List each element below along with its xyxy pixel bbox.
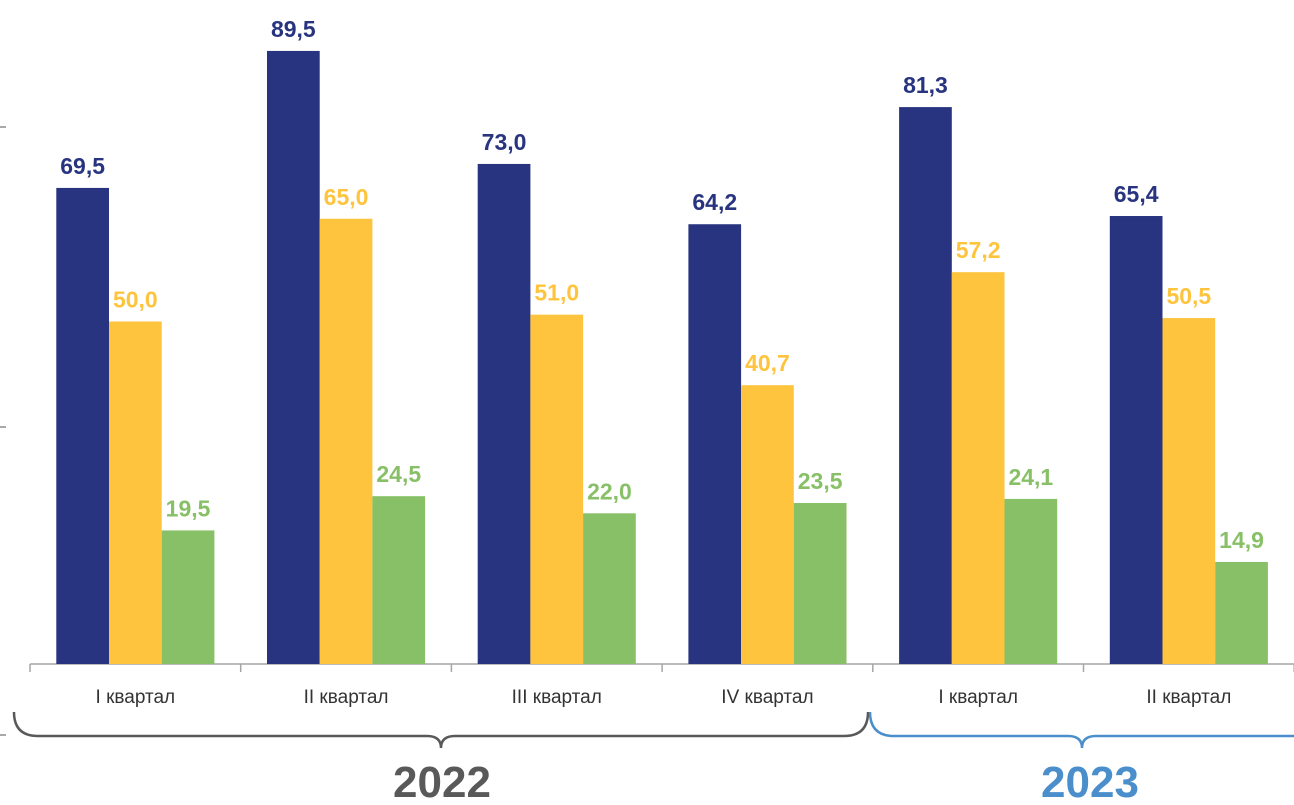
value-label: 69,5	[60, 153, 105, 179]
year-brace-2023	[868, 711, 1294, 749]
bar-series-3-cat-5	[1004, 498, 1058, 664]
bar-series-1-cat-2	[267, 50, 320, 665]
value-label: 51,0	[534, 280, 579, 306]
value-label: 50,5	[1166, 283, 1211, 309]
year-label-2023: 2023	[1041, 758, 1139, 805]
bar-series-1-cat-1	[56, 187, 109, 665]
value-label: 73,0	[482, 129, 527, 155]
value-label: 50,0	[113, 287, 158, 313]
value-label: 24,1	[1008, 464, 1053, 490]
value-label: 40,7	[745, 350, 790, 376]
year-groups-layer: 2022 2023	[12, 711, 1294, 805]
bar-series-2-cat-6	[1162, 318, 1216, 664]
value-label: 24,5	[376, 461, 421, 487]
bars-layer	[56, 50, 1268, 665]
x-tick-label: III квартал	[512, 687, 602, 708]
value-label: 89,5	[271, 16, 316, 42]
value-label: 19,5	[166, 495, 211, 521]
value-label: 14,9	[1219, 527, 1264, 553]
bar-series-3-cat-6	[1215, 561, 1268, 664]
x-tick-label: I квартал	[938, 687, 1018, 708]
x-tick-label: IV квартал	[721, 687, 813, 708]
value-label: 65,4	[1114, 181, 1159, 207]
year-label-2022: 2022	[393, 758, 491, 805]
value-labels-layer: 69,5 89,5 73,0 64,2 81,3 65,4 50,0 65,0 51,0 40,7…	[60, 16, 1264, 553]
value-label: 81,3	[903, 72, 948, 98]
bar-series-3-cat-1	[161, 530, 215, 664]
tick-labels-layer: I квартал II квартал III квартал IV квартал…	[96, 687, 1232, 708]
value-label: 65,0	[324, 184, 369, 210]
bar-series-2-cat-5	[951, 272, 1005, 664]
x-tick-label: II квартал	[1146, 687, 1231, 708]
bar-series-2-cat-4	[741, 385, 794, 664]
value-label: 64,2	[692, 189, 737, 215]
bar-series-2-cat-1	[109, 321, 162, 664]
x-tick-label: II квартал	[304, 687, 389, 708]
bar-series-2-cat-3	[530, 314, 584, 664]
bar-series-2-cat-2	[319, 218, 373, 664]
bar-series-3-cat-4	[793, 503, 847, 664]
value-label: 23,5	[798, 468, 843, 494]
bar-series-1-cat-5	[899, 107, 952, 665]
value-label: 57,2	[956, 237, 1001, 263]
bar-series-1-cat-4	[688, 224, 742, 665]
bar-series-3-cat-2	[372, 496, 426, 664]
x-tick-label: I квартал	[96, 687, 176, 708]
axis-layer	[0, 126, 1294, 736]
bar-series-3-cat-3	[583, 513, 636, 664]
year-brace-2022	[12, 711, 870, 749]
value-label: 22,0	[587, 478, 632, 504]
bar-series-1-cat-6	[1109, 216, 1163, 664]
bar-series-1-cat-3	[477, 163, 531, 664]
